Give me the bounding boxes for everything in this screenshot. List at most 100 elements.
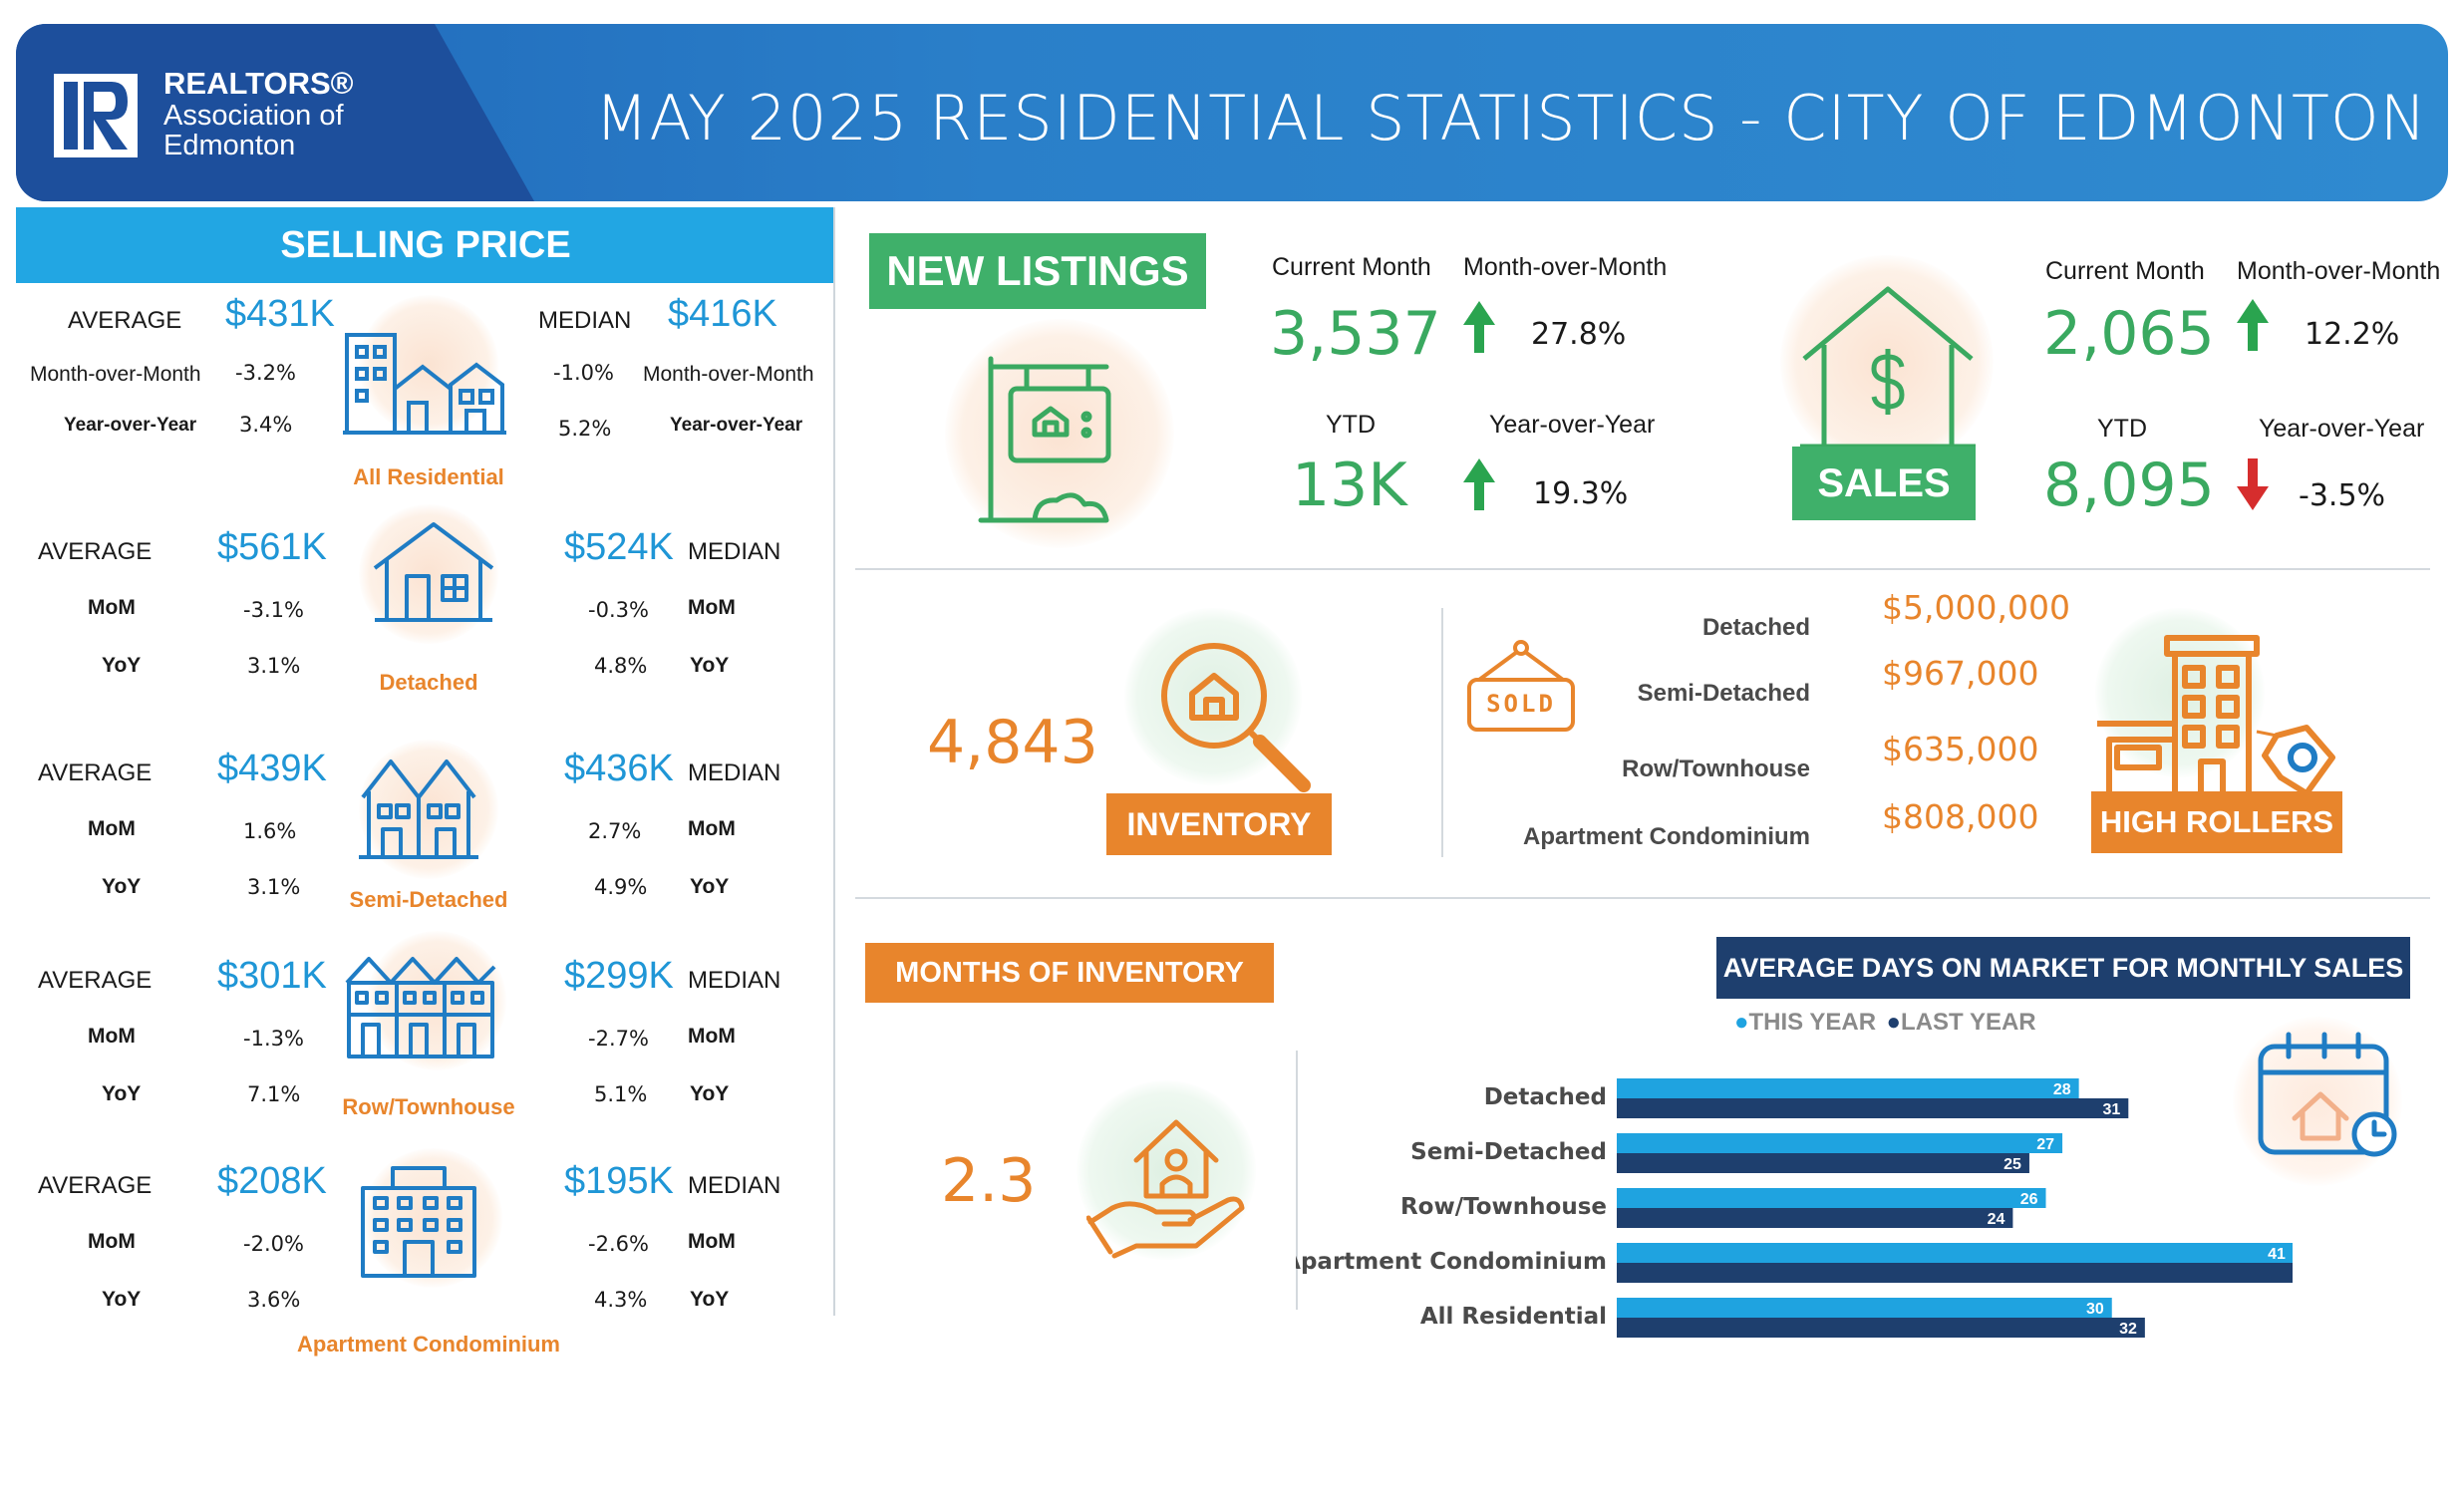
type-yoy-label-right: YoY — [690, 654, 730, 677]
type-avg-mom: 1.6% — [243, 819, 297, 843]
high-roller-value: $5,000,000 — [1882, 588, 2070, 627]
type-average-label: AVERAGE — [38, 1172, 153, 1199]
type-average-label: AVERAGE — [38, 967, 153, 994]
brand-line-2: Association of — [163, 99, 344, 132]
legend-dot-last-year: ● — [1886, 1009, 1902, 1036]
type-category-label: Row/Townhouse — [342, 1094, 515, 1119]
all-median-label: MEDIAN — [538, 307, 632, 334]
type-mom-label: MoM — [88, 596, 136, 619]
category-label: Detached — [1484, 1084, 1607, 1110]
sales-ytd-label: YTD — [2097, 415, 2147, 443]
brand-line-1: REALTORS® — [163, 66, 354, 101]
bar-last-year — [1617, 1153, 2029, 1173]
vertical-divider — [1296, 1051, 1298, 1310]
type-yoy-label-right: YoY — [690, 1082, 730, 1105]
months-blob — [1077, 1080, 1256, 1260]
all-mom-label-right: Month-over-Month — [643, 363, 814, 386]
type-median-value: $436K — [564, 748, 674, 789]
type-avg-mom: -2.0% — [243, 1232, 304, 1256]
inventory-badge: INVENTORY — [1106, 793, 1332, 855]
all-med-yoy: 5.2% — [558, 417, 612, 441]
type-average-label: AVERAGE — [38, 538, 153, 565]
page-title: MAY 2025 RESIDENTIAL STATISTICS - CITY O… — [594, 82, 2428, 154]
nl-mom-value: 27.8% — [1531, 317, 1627, 352]
sales-yoy-value: -3.5% — [2299, 478, 2386, 513]
chart-legend: ●THIS YEAR ●LAST YEAR — [1734, 1009, 2036, 1037]
category-label: Semi-Detached — [1410, 1139, 1607, 1165]
all-residential-icon — [343, 329, 506, 444]
nl-yoy-label: Year-over-Year — [1489, 411, 1656, 439]
bar-value-label: 41 — [2268, 1246, 2286, 1263]
days-on-market-title: AVERAGE DAYS ON MARKET FOR MONTHLY SALES — [1716, 937, 2410, 999]
type-average-label: AVERAGE — [38, 759, 153, 786]
bar-this-year — [1617, 1243, 2293, 1263]
bar-value-label: 28 — [2053, 1081, 2071, 1098]
nl-ytd-value: 13K — [1292, 451, 1407, 520]
type-median-value: $299K — [564, 955, 674, 997]
high-roller-value: $635,000 — [1882, 730, 2039, 768]
type-avg-yoy: 7.1% — [247, 1082, 301, 1106]
nl-mom-label: Month-over-Month — [1463, 253, 1668, 281]
brand-text: REALTORS® Association of Edmonton — [163, 66, 354, 160]
type-category-label: Apartment Condominium — [297, 1332, 560, 1357]
type-med-mom: -2.7% — [588, 1027, 649, 1051]
type-yoy-label-right: YoY — [690, 1288, 730, 1311]
months-of-inventory-value: 2.3 — [941, 1146, 1037, 1216]
realtors-logo — [54, 74, 138, 157]
bar-value-label: 24 — [1988, 1211, 2005, 1228]
legend-dot-this-year: ● — [1734, 1009, 1749, 1036]
type-med-mom: -0.3% — [588, 598, 649, 622]
sales-badge: SALES — [1792, 447, 1976, 520]
page-header: REALTORS® Association of Edmonton MAY 20… — [16, 24, 2448, 201]
bar-value-label: 27 — [2036, 1136, 2054, 1153]
all-med-mom: -1.0% — [553, 361, 614, 385]
section-divider — [855, 568, 2430, 570]
sales-ytd-value: 8,095 — [2043, 451, 2215, 520]
legend-last-year: LAST YEAR — [1901, 1009, 2036, 1036]
type-med-yoy: 4.3% — [594, 1288, 648, 1312]
calendar-house-icon — [2255, 1027, 2404, 1171]
all-residential-label: All Residential — [353, 464, 504, 489]
house-search-icon — [1156, 638, 1316, 802]
high-roller-label: Semi-Detached — [1637, 680, 1810, 707]
type-avg-yoy: 3.6% — [247, 1288, 301, 1312]
type-median-value: $524K — [564, 526, 674, 568]
all-avg-yoy: 3.4% — [239, 413, 293, 437]
months-of-inventory-badge: MONTHS OF INVENTORY — [865, 943, 1274, 1003]
nl-yoy-value: 19.3% — [1533, 476, 1629, 511]
high-roller-value: $967,000 — [1882, 654, 2039, 693]
sales-yoy-label: Year-over-Year — [2259, 415, 2425, 443]
type-med-mom: 2.7% — [588, 819, 642, 843]
bar-last-year — [1617, 1263, 2293, 1283]
vertical-divider — [1441, 608, 1443, 857]
type-avg-mom: -1.3% — [243, 1027, 304, 1051]
bar-value-label: 30 — [2086, 1301, 2104, 1318]
type-average-value: $439K — [217, 748, 327, 789]
bar-last-year — [1617, 1318, 2145, 1338]
type-med-yoy: 4.8% — [594, 654, 648, 678]
type-yoy-label: YoY — [102, 1288, 142, 1311]
apartment-icon — [359, 1162, 478, 1287]
high-roller-label: Detached — [1701, 614, 1810, 641]
type-median-label: MEDIAN — [688, 967, 781, 994]
type-median-label: MEDIAN — [688, 759, 781, 786]
type-category-label: Semi-Detached — [349, 887, 508, 912]
type-median-value: $195K — [564, 1160, 674, 1202]
detached-house-icon — [371, 520, 496, 629]
type-med-yoy: 4.9% — [594, 875, 648, 899]
sold-sign-icon: SOLD — [1465, 638, 1577, 739]
bar-this-year — [1617, 1078, 2079, 1098]
all-average-value: $431K — [225, 293, 335, 335]
type-yoy-label: YoY — [102, 875, 142, 898]
type-avg-mom: -3.1% — [243, 598, 304, 622]
type-yoy-label-right: YoY — [690, 875, 730, 898]
bar-value-label: 31 — [2103, 1101, 2121, 1118]
semi-detached-icon — [359, 754, 478, 868]
up-arrow-icon — [2235, 297, 2271, 358]
high-roller-label: Row/Townhouse — [1622, 756, 1810, 782]
high-roller-value: $808,000 — [1882, 797, 2039, 836]
sales-mom-value: 12.2% — [2305, 317, 2400, 352]
type-average-value: $301K — [217, 955, 327, 997]
all-yoy-label: Year-over-Year — [64, 415, 197, 436]
sales-current-month-value: 2,065 — [2043, 299, 2215, 369]
